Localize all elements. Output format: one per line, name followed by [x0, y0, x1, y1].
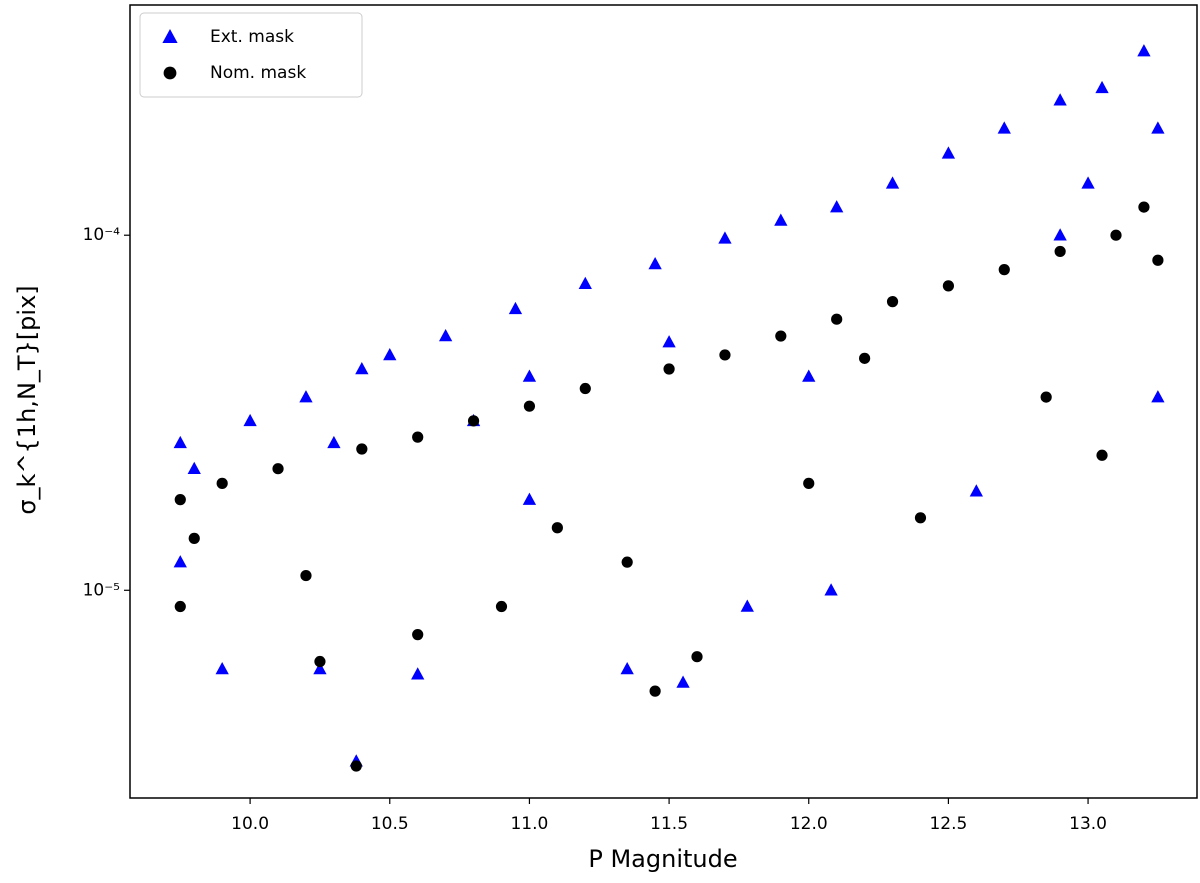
x-axis-label: P Magnitude [588, 845, 737, 873]
circle-marker [579, 382, 591, 395]
triangle-marker [969, 484, 983, 497]
triangle-marker [648, 256, 662, 270]
circle-marker [998, 264, 1010, 276]
triangle-marker [824, 583, 838, 596]
circle-marker [1138, 201, 1150, 213]
circle-marker [1040, 391, 1052, 403]
triangle-marker [215, 662, 229, 675]
legend-marker [163, 66, 177, 80]
circle-marker [719, 349, 731, 361]
circle-marker [1152, 254, 1164, 266]
triangle-marker [438, 329, 453, 342]
plot-frame [129, 4, 1198, 799]
circle-marker [495, 600, 508, 613]
circle-marker [356, 443, 368, 455]
circle-marker [775, 330, 787, 342]
triangle-marker [885, 176, 900, 189]
triangle-marker [830, 200, 844, 213]
circle-marker [216, 477, 228, 489]
circle-marker [523, 400, 536, 412]
triangle-marker [620, 662, 634, 675]
triangle-marker [508, 301, 523, 315]
triangle-marker [1151, 121, 1165, 134]
triangle-marker [411, 667, 425, 680]
x-tick-label: 12.0 [790, 814, 828, 834]
circle-marker [412, 629, 424, 641]
triangle-marker [941, 146, 956, 159]
circle-marker [621, 556, 633, 568]
triangle-marker [774, 213, 788, 226]
circle-marker [467, 415, 480, 427]
triangle-marker [718, 231, 732, 244]
x-tick-label: 11.5 [650, 814, 688, 834]
triangle-marker [740, 599, 754, 612]
triangle-marker [1053, 93, 1067, 106]
circle-marker [803, 477, 815, 489]
circle-marker [663, 363, 675, 375]
x-tick-label: 11.0 [510, 814, 548, 834]
triangle-marker [662, 335, 676, 348]
circle-marker [551, 522, 563, 534]
triangle-marker [676, 675, 690, 688]
circle-marker [886, 296, 899, 308]
triangle-marker [997, 121, 1011, 134]
triangle-marker [173, 555, 187, 568]
circle-marker [174, 494, 186, 506]
circle-marker [314, 655, 326, 668]
circle-marker [691, 651, 703, 663]
triangle-marker [187, 461, 201, 474]
y-tick-label: 10⁻⁵ [83, 580, 120, 600]
triangle-marker [578, 276, 592, 289]
circle-marker [649, 685, 661, 697]
triangle-marker [1095, 80, 1109, 94]
triangle-marker [355, 361, 369, 375]
circle-marker [1096, 449, 1108, 461]
circle-marker [914, 512, 927, 524]
circle-marker [412, 431, 424, 443]
circle-marker [1110, 229, 1122, 241]
x-tick-label: 13.0 [1069, 814, 1107, 834]
x-tick-label: 10.0 [231, 814, 269, 834]
legend-label: Nom. mask [210, 63, 306, 83]
triangle-marker [1081, 176, 1095, 189]
triangle-marker [1151, 390, 1165, 403]
circle-marker [831, 313, 843, 325]
triangle-marker [522, 369, 537, 382]
triangle-marker [313, 662, 327, 675]
circle-marker [859, 352, 871, 364]
circle-marker [174, 600, 186, 613]
triangle-marker [299, 390, 313, 403]
triangle-marker [1137, 44, 1151, 57]
y-tick-label: 10⁻⁴ [83, 225, 121, 245]
triangle-marker [802, 369, 816, 382]
circle-marker [942, 280, 955, 292]
circle-marker [188, 532, 200, 544]
triangle-marker [383, 347, 397, 361]
circle-marker [1054, 245, 1066, 258]
triangle-marker [327, 435, 341, 449]
circle-marker [350, 760, 362, 772]
legend-box [139, 12, 363, 98]
triangle-marker [1053, 228, 1067, 241]
triangle-marker [243, 413, 257, 427]
triangle-marker [173, 435, 187, 449]
triangle-marker [522, 492, 537, 505]
circle-marker [300, 569, 312, 582]
legend-marker [162, 29, 178, 43]
x-tick-label: 10.5 [371, 814, 409, 834]
x-tick-label: 12.5 [929, 814, 967, 834]
circle-marker [272, 463, 284, 475]
legend-label: Ext. mask [210, 27, 294, 47]
y-axis-label: σ_k^{1h,N_T}[pix] [13, 285, 41, 514]
